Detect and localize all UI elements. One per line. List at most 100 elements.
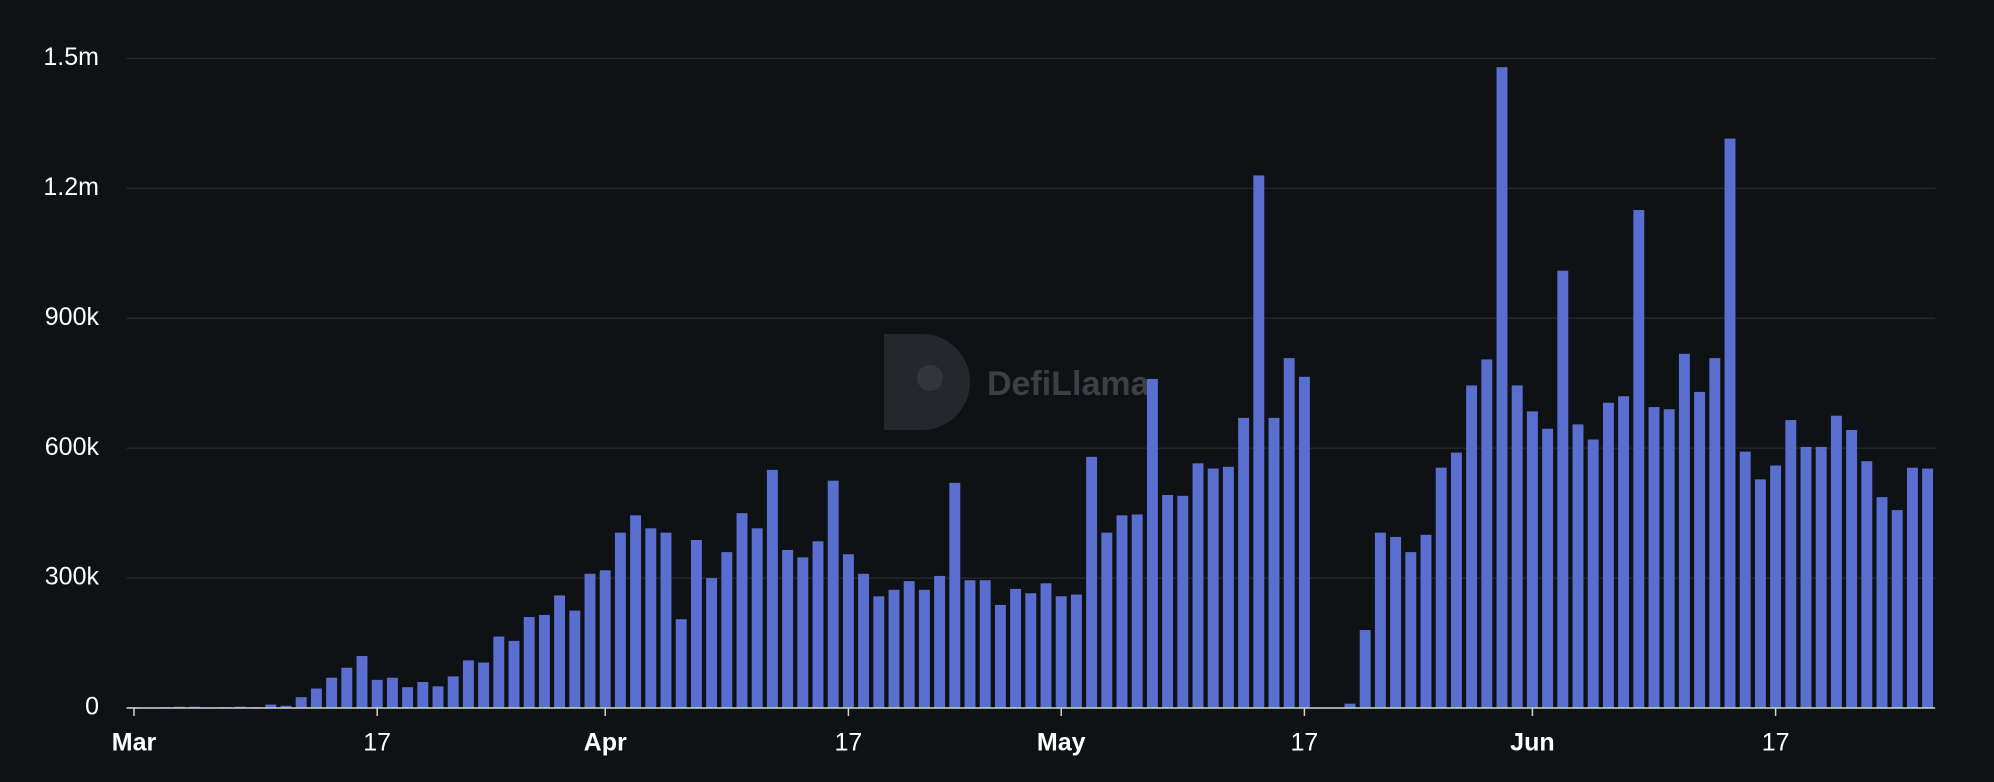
bar (523, 617, 535, 708)
bar (295, 697, 307, 708)
bar (1192, 463, 1204, 708)
bar (1861, 461, 1873, 708)
bar (1420, 534, 1432, 708)
bar (949, 482, 961, 708)
bar (1025, 593, 1037, 708)
bar (326, 677, 338, 708)
x-tick-label: Apr (584, 729, 627, 757)
bar (1526, 411, 1538, 708)
bar (1101, 532, 1113, 708)
x-tick-label: May (1037, 729, 1086, 757)
bar (1846, 430, 1858, 708)
bar (1557, 270, 1569, 708)
bar (1435, 467, 1447, 708)
bar (371, 679, 383, 708)
bar (630, 515, 642, 708)
x-tick-label: Mar (112, 729, 157, 757)
bar (1481, 359, 1493, 708)
y-tick-label: 300k (45, 563, 100, 591)
bar (280, 705, 292, 708)
bar (1070, 594, 1082, 708)
bar (1298, 376, 1310, 708)
bar (1618, 396, 1630, 708)
y-tick-label: 900k (45, 303, 100, 331)
bar (1511, 385, 1523, 708)
bar (797, 557, 809, 708)
bar (1405, 552, 1417, 708)
bar (1222, 466, 1234, 708)
bar (1207, 468, 1219, 708)
bar (1754, 479, 1766, 708)
bar (1268, 417, 1280, 708)
bar (310, 688, 322, 708)
bar (751, 528, 763, 708)
bar (918, 589, 930, 708)
bar (1922, 468, 1934, 708)
bar (341, 667, 353, 708)
bar (1876, 497, 1888, 708)
bar (1678, 353, 1690, 708)
bar (1572, 424, 1584, 708)
bar (1040, 583, 1052, 708)
bar (584, 573, 596, 708)
bar (1709, 358, 1721, 708)
bar (1283, 358, 1295, 708)
bar (417, 682, 429, 708)
bar (1633, 210, 1645, 709)
bar (1374, 532, 1386, 708)
bar (1542, 428, 1554, 708)
bar (934, 575, 946, 708)
bar (721, 552, 733, 708)
bar (554, 595, 566, 708)
bar (660, 532, 672, 708)
bar (1131, 514, 1143, 708)
bar (994, 604, 1006, 708)
bar (1496, 67, 1508, 708)
bar (1344, 703, 1356, 708)
bar (478, 662, 490, 708)
bar (1390, 536, 1402, 708)
bar (827, 480, 839, 708)
x-tick-label: 17 (1762, 729, 1790, 757)
bar (1891, 510, 1903, 708)
bar (766, 469, 778, 708)
bar (1800, 446, 1812, 708)
bar (1906, 467, 1918, 708)
bar (873, 596, 885, 708)
bar (1146, 378, 1158, 708)
bar (432, 686, 444, 708)
bar (979, 580, 991, 708)
y-tick-label: 600k (45, 433, 100, 461)
x-tick-label: Jun (1510, 729, 1554, 757)
bar (402, 687, 414, 708)
bar (1177, 495, 1189, 708)
watermark: DefiLlama (884, 334, 1151, 430)
y-tick-label: 0 (85, 693, 99, 721)
bar (1055, 596, 1067, 708)
bar (569, 610, 581, 708)
bar (782, 549, 794, 708)
bar (1739, 451, 1751, 708)
bar (1450, 452, 1462, 708)
bar (1238, 417, 1250, 708)
bar (1086, 456, 1098, 708)
x-tick-label: 17 (363, 729, 391, 757)
bar (1162, 494, 1174, 708)
bar (1815, 446, 1827, 708)
bar (690, 539, 702, 708)
y-tick-label: 1.5m (43, 43, 99, 71)
bar (599, 570, 611, 708)
bar (736, 513, 748, 708)
bar (1830, 415, 1842, 708)
bar (493, 636, 505, 708)
bar (1010, 588, 1022, 708)
bar (265, 704, 277, 708)
bar (1602, 402, 1614, 708)
bar (1359, 630, 1371, 708)
bar (462, 660, 474, 708)
bar (812, 541, 824, 708)
bar (508, 640, 520, 708)
bar (356, 656, 368, 708)
